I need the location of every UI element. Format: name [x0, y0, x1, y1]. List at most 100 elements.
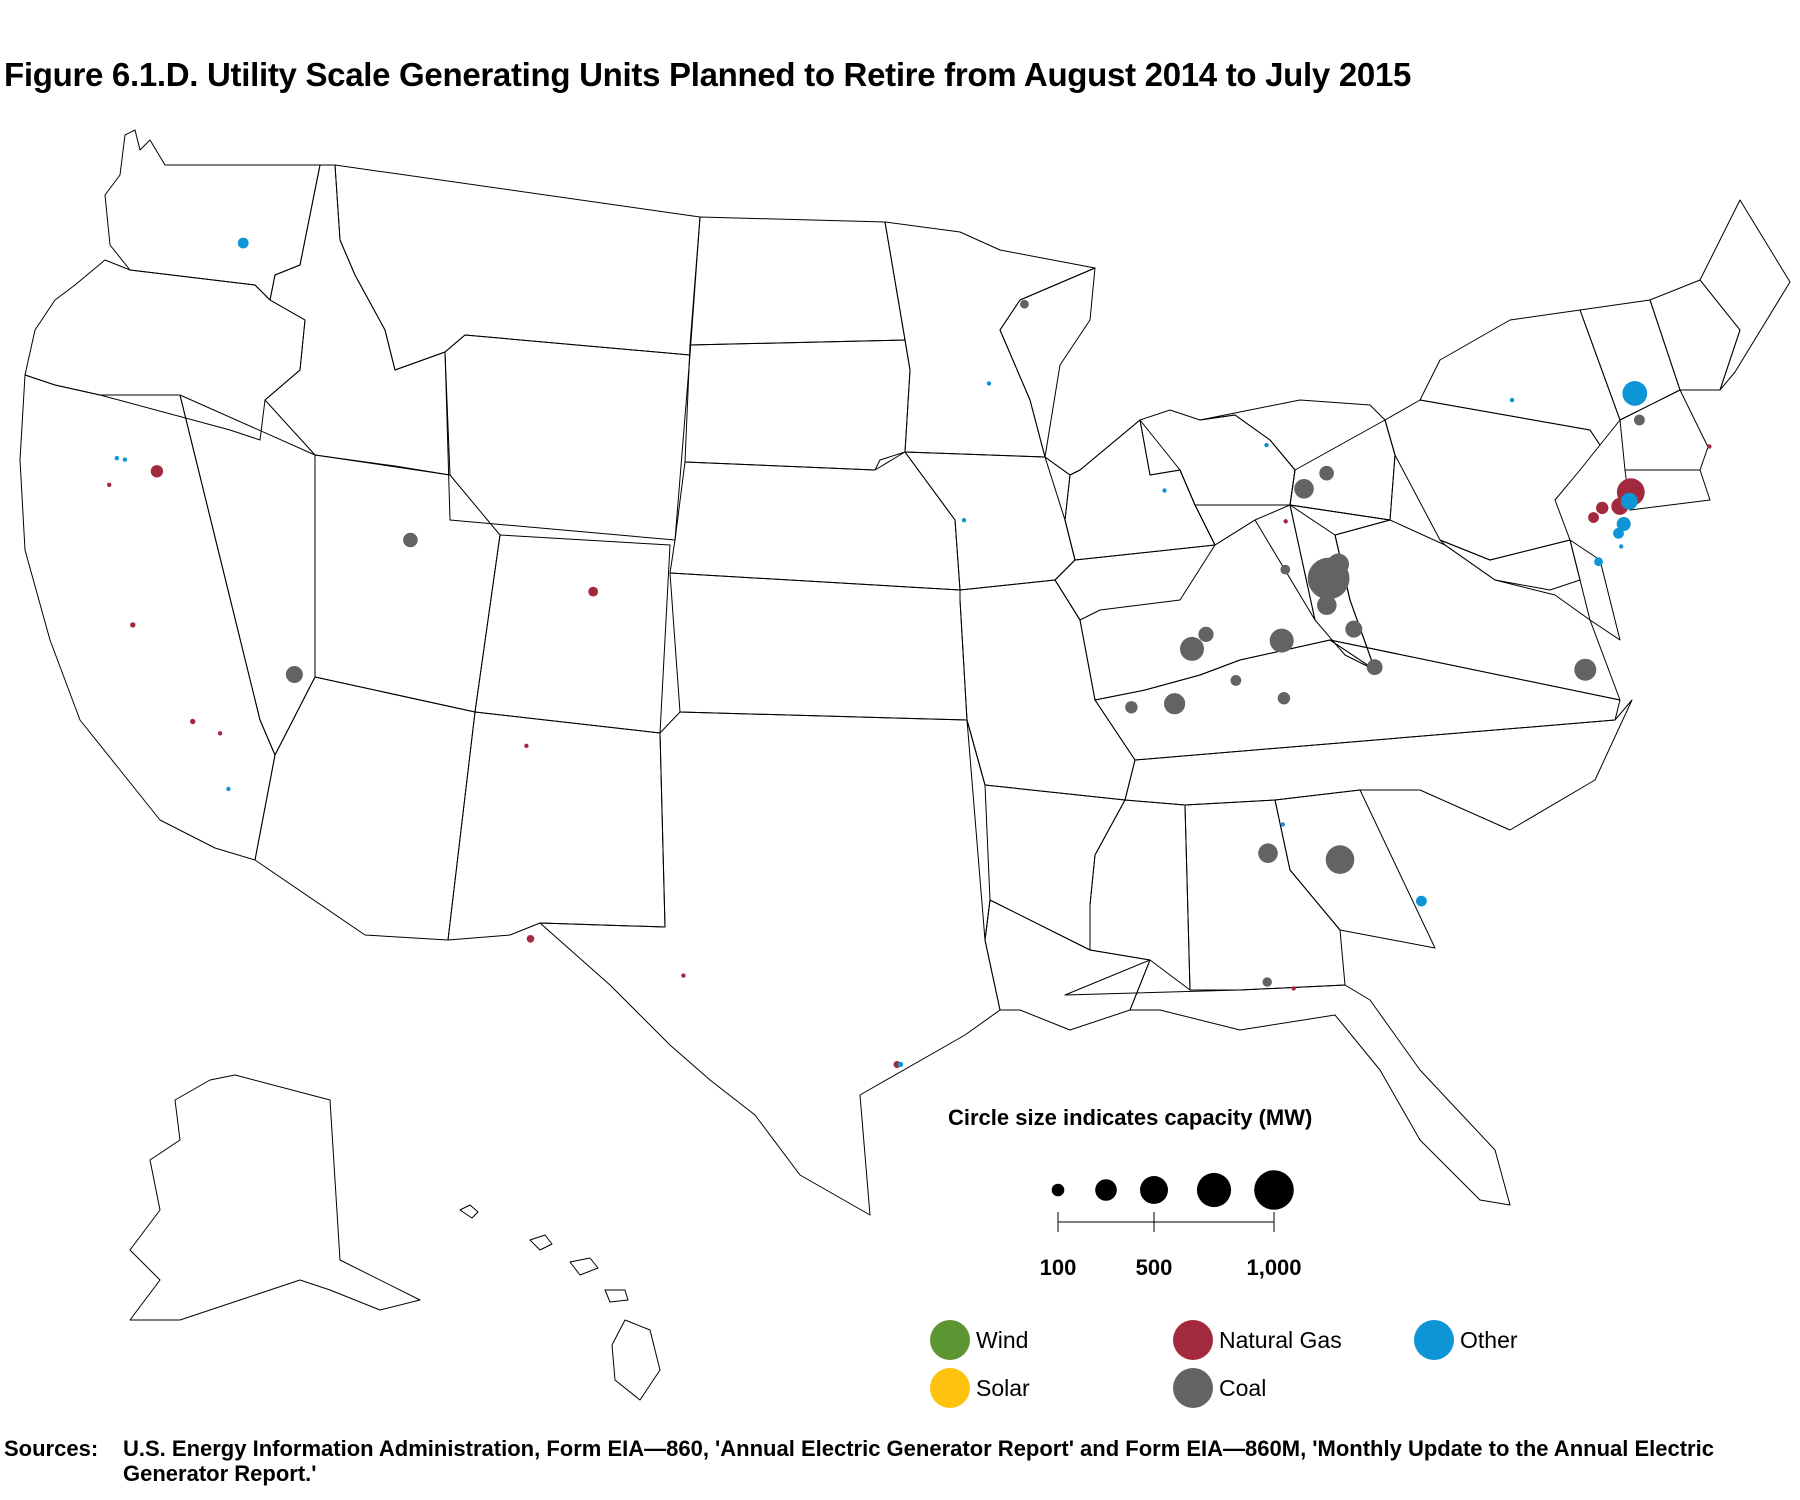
plant-marker-coal [1574, 658, 1597, 681]
state-outline [1439, 539, 1581, 591]
plant-marker-coal [1230, 675, 1242, 686]
plant-marker-natural-gas [588, 586, 599, 597]
plant-marker-coal [1269, 628, 1294, 653]
plant-marker-coal [1319, 465, 1334, 481]
plant-marker-other [1622, 381, 1648, 406]
solar-swatch [930, 1368, 970, 1408]
state-outline [1289, 504, 1391, 671]
hawaii-island-outline [529, 1234, 553, 1251]
plant-marker-coal [1277, 692, 1291, 705]
size-legend-circle [1140, 1176, 1168, 1204]
plant-marker-natural-gas [217, 731, 223, 736]
legend-natural-gas: Natural Gas [1173, 1320, 1342, 1360]
size-legend-circle [1196, 1172, 1232, 1208]
state-outline [539, 711, 1001, 1216]
state-outline [1089, 799, 1191, 991]
plant-marker-natural-gas [107, 482, 112, 487]
plant-marker-coal [1180, 636, 1204, 661]
alaska-outline [129, 1074, 421, 1321]
plant-marker-natural-gas [681, 973, 686, 978]
size-legend-circle [1254, 1170, 1294, 1210]
plant-marker-coal [1317, 595, 1337, 615]
state-outline [984, 899, 1151, 1031]
wind-swatch [930, 1320, 970, 1360]
plant-marker-coal [1366, 659, 1383, 676]
plant-marker-natural-gas [1596, 501, 1609, 515]
state-outline [669, 572, 968, 721]
legend-wind: Wind [930, 1320, 1028, 1360]
legend-coal: Coal [1173, 1368, 1266, 1408]
plant-marker-coal [1198, 626, 1214, 643]
state-outline [1649, 279, 1741, 391]
plant-marker-coal [1325, 845, 1355, 874]
state-outline [1289, 419, 1396, 521]
state-outline [447, 711, 666, 941]
plant-marker-coal [1327, 553, 1349, 576]
size-legend [1051, 1170, 1294, 1232]
state-outline [179, 394, 316, 756]
hawaii-island-outline [604, 1289, 629, 1303]
state-outline [19, 374, 276, 861]
state-outline [1419, 309, 1621, 446]
alaska-hawaii-insets [129, 1074, 661, 1401]
legend-other-label: Other [1460, 1326, 1518, 1353]
legend-natural-gas-label: Natural Gas [1219, 1326, 1342, 1353]
plant-marker-coal [285, 666, 303, 683]
plant-marker-coal [1634, 414, 1645, 426]
coal-swatch [1173, 1368, 1213, 1408]
plant-marker-other [237, 237, 249, 249]
legend-wind-label: Wind [976, 1326, 1029, 1353]
state-outline [1569, 539, 1621, 641]
plant-marker-natural-gas [1588, 512, 1599, 523]
plant-marker-natural-gas [524, 743, 529, 748]
plant-marker-other [1613, 527, 1624, 539]
plant-marker-other [226, 786, 231, 792]
plant-marker-other [1416, 895, 1427, 907]
legend-solar: Solar [930, 1368, 1030, 1408]
state-outline [669, 451, 961, 591]
figure-title: Figure 6.1.D. Utility Scale Generating U… [4, 56, 1412, 93]
plant-marker-other [1620, 492, 1638, 510]
plant-marker-coal [1258, 843, 1278, 863]
plant-marker-coal [1020, 299, 1029, 309]
state-outline [959, 579, 1136, 801]
other-swatch [1414, 1320, 1454, 1360]
hawaii-island-outline [569, 1257, 599, 1276]
plant-marker-natural-gas [150, 465, 164, 478]
plant-marker-other [122, 457, 128, 462]
plant-marker-other [1509, 397, 1515, 403]
state-outline [444, 334, 691, 541]
plant-marker-other [1280, 822, 1286, 827]
plant-marker-coal [1294, 479, 1314, 499]
plant-marker-natural-gas [526, 935, 535, 943]
plant-marker-coal [1345, 620, 1363, 638]
plant-marker-other [1619, 544, 1624, 549]
hawaii-island-outline [611, 1319, 661, 1401]
plant-marker-other [961, 518, 967, 523]
plant-marker-coal [403, 532, 418, 548]
source-label: Sources: [4, 1436, 99, 1461]
state-outline [1699, 199, 1791, 391]
state-outline [1274, 789, 1436, 949]
size-legend-circle [1051, 1183, 1065, 1197]
natural-gas-swatch [1173, 1320, 1213, 1360]
source-text: U.S. Energy Information Administration, … [123, 1436, 1714, 1486]
size-legend-circle [1095, 1179, 1117, 1201]
legend-coal-label: Coal [1219, 1374, 1267, 1401]
legend-solar-label: Solar [976, 1374, 1030, 1401]
state-outline [474, 534, 671, 734]
state-outline [1619, 389, 1709, 471]
state-outline [1064, 419, 1216, 561]
state-outline [999, 267, 1096, 458]
size-legend-tick-label: 500 [1135, 1255, 1173, 1280]
plant-marker-other [986, 381, 992, 386]
state-outline [1384, 399, 1601, 561]
state-outline [1064, 959, 1511, 1206]
state-boundaries [19, 129, 1791, 1216]
plant-marker-other [1616, 517, 1631, 531]
state-outline [1194, 504, 1316, 621]
state-outline [314, 454, 501, 713]
plant-marker-other [897, 1061, 904, 1068]
plant-marker-other [1162, 488, 1167, 493]
